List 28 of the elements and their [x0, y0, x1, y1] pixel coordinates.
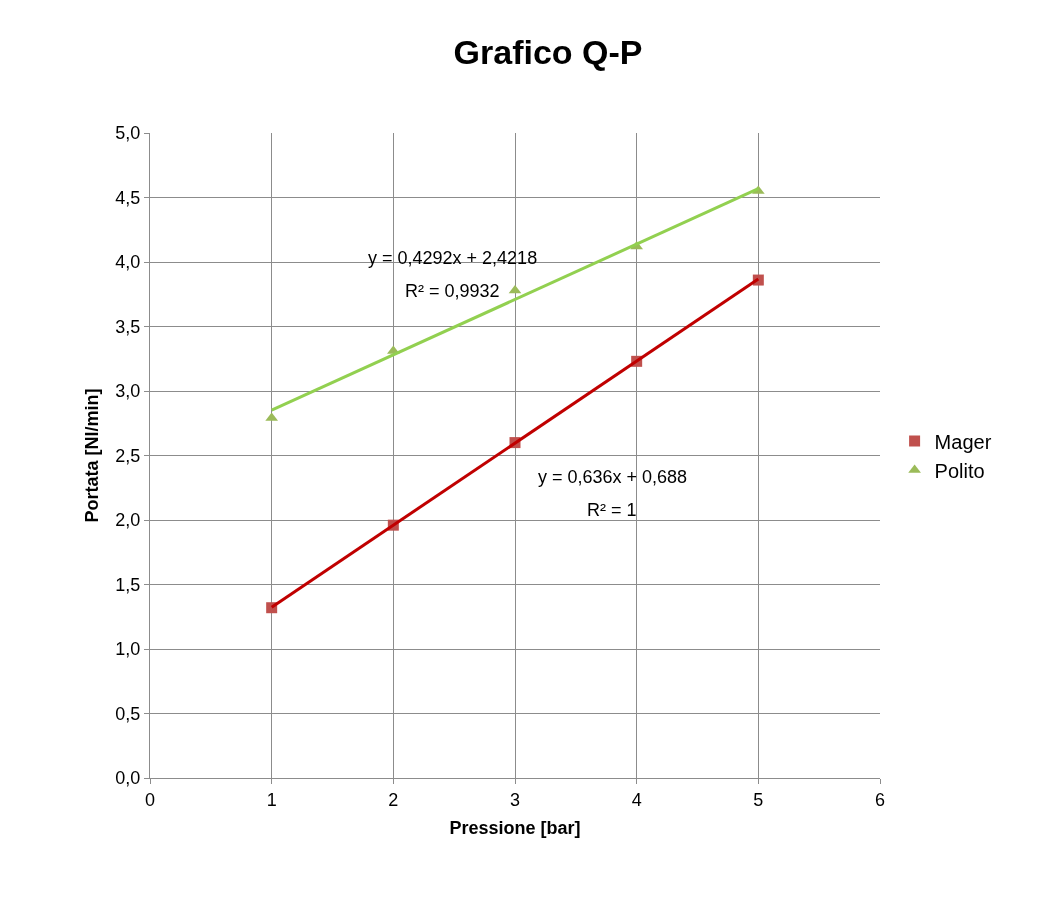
x-axis-title: Pressione [bar]: [449, 817, 581, 838]
y-tick-label: 4,0: [115, 252, 141, 273]
x-tick-label: 4: [631, 789, 642, 810]
legend-label: Polito: [934, 459, 985, 482]
x-tick-label: 2: [388, 789, 399, 810]
y-tick-label: 3,5: [115, 316, 141, 337]
annotation: y = 0,4292x + 2,4218: [368, 248, 538, 268]
y-axis-title: Portata [Nl/min]: [81, 388, 102, 523]
y-tick-label: 4,5: [115, 187, 141, 208]
point: [508, 284, 522, 294]
y-tick-label: 1,5: [115, 574, 141, 595]
legend-label: Mager: [934, 430, 992, 453]
x-tick-label: 3: [509, 789, 521, 810]
x-tick-label: 6: [874, 789, 886, 810]
annotation: R² = 1: [587, 500, 637, 520]
y-tick-label: 1,0: [115, 639, 141, 660]
annotation: R² = 0,9932: [405, 281, 500, 301]
y-tick-label: 5,0: [115, 123, 141, 144]
x-tick-label: 1: [266, 789, 277, 810]
x-tick-label: 5: [753, 789, 764, 810]
chart-title: Grafico Q-P: [453, 33, 643, 72]
y-tick-label: 0,0: [115, 768, 141, 789]
y-tick-label: 3,0: [115, 381, 141, 402]
y-tick-label: 0,5: [115, 703, 141, 724]
y-tick-label: 2,5: [115, 445, 141, 466]
annotation: y = 0,636x + 0,688: [538, 467, 688, 487]
x-tick-label: 0: [144, 789, 156, 810]
y-tick-label: 2,0: [115, 510, 141, 531]
